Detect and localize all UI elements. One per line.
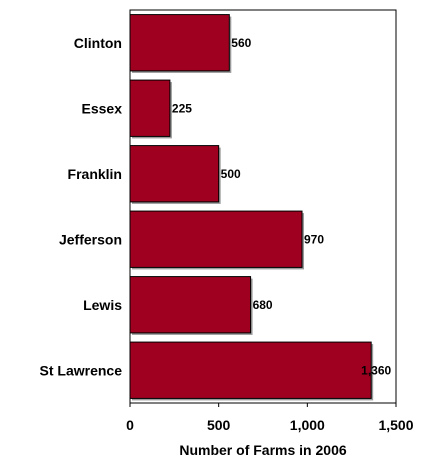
category-label: Jefferson (59, 231, 122, 247)
value-label: 970 (304, 232, 324, 246)
value-label: 500 (221, 167, 241, 181)
x-tick-label: 0 (126, 417, 134, 433)
value-labels-group: 560 225 500 970 680 1,360 (172, 36, 392, 378)
category-label: Clinton (74, 35, 122, 51)
x-axis-title: Number of Farms in 2006 (179, 442, 346, 458)
category-label: St Lawrence (40, 362, 123, 378)
bar-jefferson (129, 210, 303, 268)
x-tick-label: 1,000 (290, 417, 325, 433)
bar-franklin (129, 145, 220, 203)
x-tick-label: 500 (207, 417, 231, 433)
x-axis-ticks-group: 0 500 1,000 1,500 (126, 403, 414, 433)
bar-st-lawrence (129, 341, 372, 399)
category-label: Essex (82, 100, 123, 116)
x-tick-label: 1,500 (378, 417, 413, 433)
value-label: 680 (253, 298, 273, 312)
bar-clinton (129, 14, 230, 72)
value-label: 1,360 (361, 363, 391, 377)
bar-essex (129, 79, 171, 137)
plot-area-frame (129, 9, 397, 404)
category-labels-group: Clinton Essex Franklin Jefferson Lewis St Law… (40, 35, 123, 379)
bars-group (129, 14, 374, 401)
bar-lewis (129, 276, 252, 334)
value-label: 225 (172, 101, 192, 115)
category-label: Franklin (68, 166, 122, 182)
value-label: 560 (231, 36, 251, 50)
category-label: Lewis (83, 297, 122, 313)
